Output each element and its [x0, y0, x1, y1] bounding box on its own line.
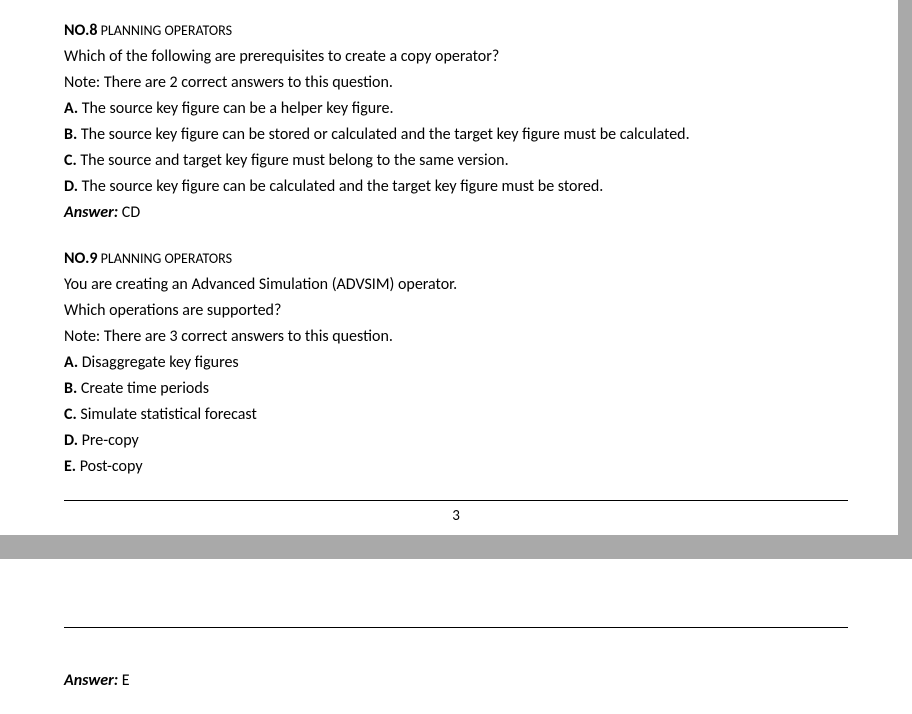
page-2-content: Answer: E [0, 627, 912, 714]
q8-stem-1: Which of the following are prerequisites… [64, 44, 848, 70]
q9-option-d: D. Pre-copy [64, 428, 848, 454]
q9-options: A. Disaggregate key figures B. Create ti… [64, 350, 848, 480]
option-letter: C. [64, 151, 77, 170]
option-text: The source key figure can be a helper ke… [78, 99, 393, 118]
q9-stem-2: Which operations are supported? [64, 298, 848, 324]
page-number: 3 [0, 501, 912, 535]
q9-option-b: B. Create time periods [64, 376, 848, 402]
question-8: NO.8 PLANNING OPERATORS Which of the fol… [64, 18, 848, 226]
option-letter: D. [64, 431, 78, 450]
option-letter: C. [64, 405, 77, 424]
q8-option-a: A. The source key figure can be a helper… [64, 96, 848, 122]
option-text: Create time periods [77, 379, 209, 398]
option-text: The source and target key figure must be… [77, 151, 509, 170]
q8-category: PLANNING OPERATORS [98, 22, 233, 39]
q8-number: NO.8 [64, 21, 98, 40]
option-letter: A. [64, 353, 78, 372]
answer-label: Answer: [64, 671, 118, 690]
q9-option-a: A. Disaggregate key figures [64, 350, 848, 376]
option-text: Pre-copy [78, 431, 139, 450]
option-text: The source key figure can be stored or c… [77, 125, 689, 144]
option-letter: D. [64, 177, 78, 196]
q9-answer: Answer: E [64, 668, 848, 694]
option-text: Simulate statistical forecast [77, 405, 257, 424]
option-text: Disaggregate key figures [78, 353, 239, 372]
option-text: The source key figure can be calculated … [78, 177, 603, 196]
answer-label: Answer: [64, 203, 118, 222]
q8-option-c: C. The source and target key figure must… [64, 148, 848, 174]
q9-stem-1: You are creating an Advanced Simulation … [64, 272, 848, 298]
q8-stem-2: Note: There are 2 correct answers to thi… [64, 70, 848, 96]
q8-option-d: D. The source key figure can be calculat… [64, 174, 848, 200]
page-break-gap [0, 535, 912, 559]
q9-category: PLANNING OPERATORS [98, 250, 233, 267]
q9-number: NO.9 [64, 249, 98, 268]
page-2-header-rule [64, 627, 848, 628]
q9-option-c: C. Simulate statistical forecast [64, 402, 848, 428]
q9-stem-3: Note: There are 3 correct answers to thi… [64, 324, 848, 350]
page-content: NO.8 PLANNING OPERATORS Which of the fol… [0, 0, 912, 480]
q8-option-b: B. The source key figure can be stored o… [64, 122, 848, 148]
q9-header: NO.9 PLANNING OPERATORS [64, 246, 848, 272]
option-letter: E. [64, 457, 76, 476]
option-letter: A. [64, 99, 78, 118]
q8-options: A. The source key figure can be a helper… [64, 96, 848, 200]
question-9: NO.9 PLANNING OPERATORS You are creating… [64, 246, 848, 480]
answer-value: E [118, 671, 129, 690]
option-letter: B. [64, 125, 77, 144]
q9-option-e: E. Post-copy [64, 454, 848, 480]
q8-header: NO.8 PLANNING OPERATORS [64, 18, 848, 44]
option-text: Post-copy [76, 457, 142, 476]
answer-value: CD [118, 203, 140, 222]
option-letter: B. [64, 379, 77, 398]
q8-answer: Answer: CD [64, 200, 848, 226]
